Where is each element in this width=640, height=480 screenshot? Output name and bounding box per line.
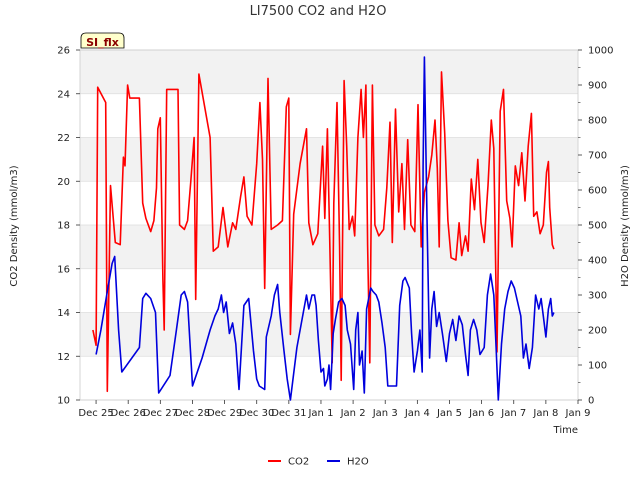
site-badge: SI_flx	[80, 32, 125, 49]
y-right-tick-label: 100	[588, 361, 607, 372]
x-tick-label: Dec 25	[78, 408, 113, 419]
y-right-tick-label: 600	[588, 186, 607, 197]
y-right-tick-label: 500	[588, 221, 607, 232]
y-left-tick-label: 20	[57, 177, 70, 188]
site-badge-box	[80, 32, 125, 49]
x-tick-label: Jan 8	[532, 408, 558, 419]
y-right-tick-label: 700	[588, 151, 607, 162]
y-right-tick-label: 300	[588, 291, 607, 302]
y-left-tick-label: 22	[57, 133, 70, 144]
x-tick-label: Jan 7	[500, 408, 526, 419]
x-axis-label: Time	[553, 425, 578, 436]
x-tick-label: Dec 31	[271, 408, 306, 419]
x-tick-label: Dec 27	[143, 408, 178, 419]
y-right-tick-label: 0	[588, 396, 594, 407]
y-left-tick-label: 24	[57, 89, 70, 100]
x-tick-label: Dec 29	[207, 408, 242, 419]
x-tick-label: Jan 9	[565, 408, 591, 419]
chart-title: LI7500 CO2 and H2O	[250, 4, 387, 19]
y-axis-right: 0 100 200 300 400 500 600 700 800 900 1000	[578, 46, 613, 407]
y-axis-right-label: H2O Density (mmol/m3)	[620, 165, 631, 287]
y-left-tick-label: 10	[57, 396, 70, 407]
legend: CO2 H2O	[268, 457, 369, 468]
x-tick-label: Jan 6	[468, 408, 494, 419]
y-right-tick-label: 900	[588, 81, 607, 92]
x-tick-label: Dec 28	[175, 408, 210, 419]
x-tick-label: Jan 4	[404, 408, 430, 419]
y-right-tick-label: 400	[588, 256, 607, 267]
y-right-tick-label: 1000	[588, 46, 613, 57]
y-right-tick-label: 800	[588, 116, 607, 127]
y-axis-left-label: CO2 Density (mmol/m3)	[9, 165, 20, 286]
x-tick-label: Jan 3	[372, 408, 398, 419]
site-badge-label: SI_flx	[86, 36, 119, 49]
x-tick-label: Jan 2	[340, 408, 366, 419]
y-right-tick-label: 200	[588, 326, 607, 337]
legend-label-h2o: H2O	[347, 457, 369, 468]
x-tick-label: Jan 5	[436, 408, 462, 419]
y-left-tick-label: 26	[57, 46, 70, 57]
y-axis-left: 10 12 14 16 18 20 22 24 26	[57, 46, 80, 407]
legend-label-co2: CO2	[288, 457, 309, 468]
series-layer	[92, 56, 555, 401]
series-line-h2o	[95, 56, 555, 401]
y-left-tick-label: 14	[57, 308, 70, 319]
y-left-tick-label: 16	[57, 264, 70, 275]
y-left-tick-label: 12	[57, 352, 70, 363]
y-left-tick-label: 18	[57, 221, 70, 232]
series-line-co2	[92, 71, 555, 393]
plot-band	[80, 50, 578, 94]
x-tick-label: Dec 26	[111, 408, 146, 419]
x-tick-label: Jan 1	[307, 408, 333, 419]
x-tick-label: Dec 30	[239, 408, 274, 419]
